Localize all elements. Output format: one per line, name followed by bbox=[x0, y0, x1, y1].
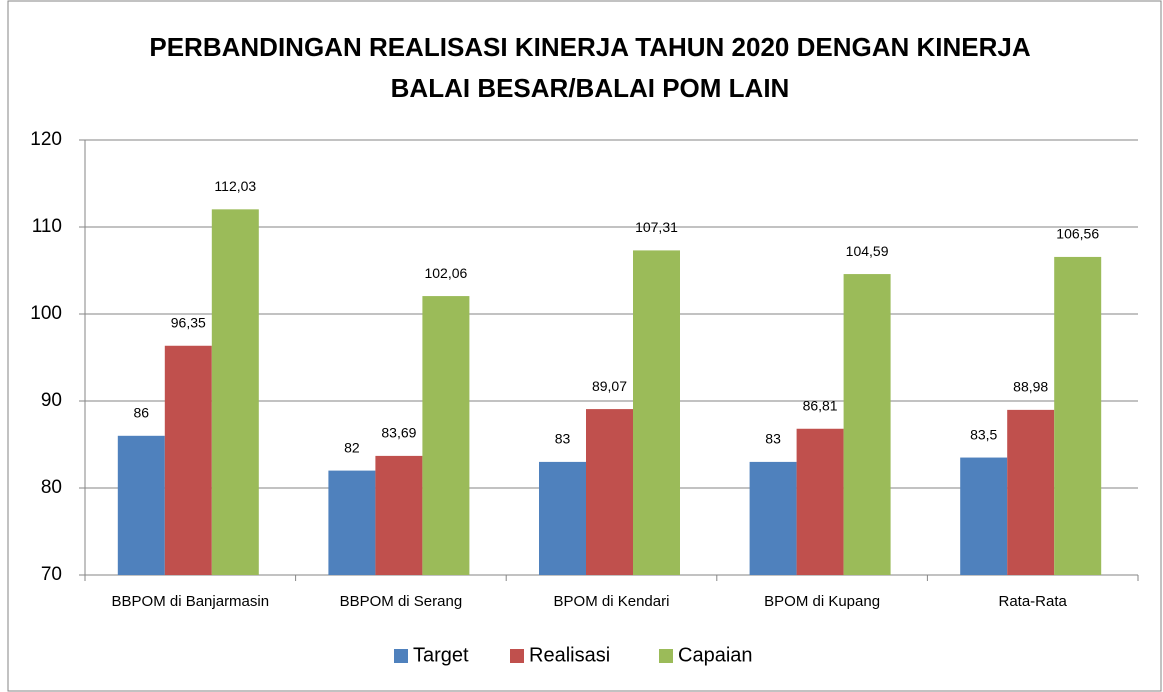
value-label: 107,31 bbox=[635, 219, 678, 235]
y-tick-label: 100 bbox=[30, 303, 62, 324]
value-label: 83,69 bbox=[381, 425, 416, 441]
bar bbox=[749, 461, 797, 575]
value-label: 86,81 bbox=[803, 397, 838, 413]
x-tick-label: BPOM di Kendari bbox=[554, 593, 670, 610]
bar bbox=[960, 457, 1008, 575]
value-label: 86 bbox=[134, 405, 150, 421]
value-label: 96,35 bbox=[171, 314, 206, 330]
bar bbox=[633, 250, 680, 575]
legend-swatch bbox=[510, 649, 524, 663]
legend-label: Capaian bbox=[678, 644, 753, 666]
value-label: 83 bbox=[765, 431, 781, 447]
bar bbox=[843, 274, 891, 575]
bar bbox=[1007, 409, 1055, 575]
value-label: 89,07 bbox=[592, 378, 627, 394]
bar bbox=[164, 345, 212, 575]
x-tick-label: BBPOM di Serang bbox=[340, 593, 463, 610]
value-label: 82 bbox=[344, 439, 360, 455]
legend-label: Target bbox=[413, 644, 469, 666]
bar bbox=[117, 435, 165, 575]
y-tick-label: 110 bbox=[32, 216, 62, 237]
chart-title: BALAI BESAR/BALAI POM LAIN bbox=[391, 73, 790, 103]
bar bbox=[1054, 256, 1102, 575]
y-tick-label: 90 bbox=[41, 390, 62, 411]
legend-label: Realisasi bbox=[529, 644, 610, 666]
legend-swatch bbox=[394, 649, 408, 663]
bar bbox=[328, 470, 376, 575]
value-label: 112,03 bbox=[214, 178, 256, 194]
value-label: 88,98 bbox=[1013, 379, 1048, 395]
bar bbox=[586, 409, 633, 575]
bar bbox=[422, 296, 470, 575]
y-tick-label: 120 bbox=[30, 129, 62, 150]
bar bbox=[375, 455, 423, 575]
value-label: 104,59 bbox=[846, 243, 889, 259]
x-tick-label: BBPOM di Banjarmasin bbox=[112, 593, 270, 610]
bar bbox=[539, 461, 586, 575]
y-tick-label: 80 bbox=[41, 477, 62, 498]
chart-title: PERBANDINGAN REALISASI KINERJA TAHUN 202… bbox=[149, 32, 1030, 62]
value-label: 83 bbox=[555, 431, 571, 447]
value-label: 106,56 bbox=[1056, 226, 1099, 242]
x-tick-label: BPOM di Kupang bbox=[764, 593, 880, 610]
value-label: 102,06 bbox=[424, 265, 467, 281]
bar bbox=[796, 428, 844, 575]
y-tick-label: 70 bbox=[41, 564, 62, 585]
bar bbox=[211, 209, 259, 576]
x-tick-label: Rata-Rata bbox=[999, 593, 1068, 610]
legend-swatch bbox=[659, 649, 673, 663]
value-label: 83,5 bbox=[970, 426, 997, 442]
